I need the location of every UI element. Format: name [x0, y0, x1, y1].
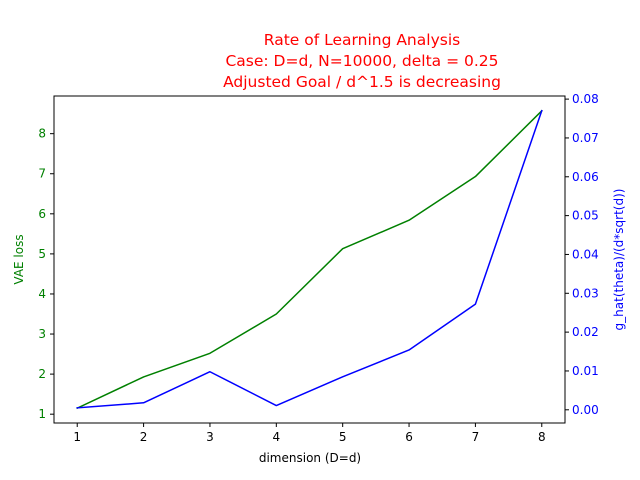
series-line-right-axis — [76, 109, 543, 409]
y-left-tick-label: 7 — [38, 167, 46, 181]
y-left-tick-label: 3 — [38, 327, 46, 341]
y-right-tick-label: 0.06 — [572, 170, 599, 184]
y-right-tick-label: 0.00 — [572, 403, 599, 417]
y-left-tick-label: 6 — [38, 207, 46, 221]
plot-area-frame — [53, 95, 566, 424]
x-tick-label: 4 — [272, 430, 280, 444]
y-left-tick-label: 5 — [38, 247, 46, 261]
x-tick-label: 2 — [140, 430, 148, 444]
y-right-tick-label: 0.01 — [572, 364, 599, 378]
y-axis-right: 0.00 0.01 0.02 0.03 0.04 0.05 0.06 0.07 0.08 — [565, 92, 599, 417]
x-tick-label: 5 — [339, 430, 347, 444]
series-lines — [76, 109, 543, 410]
x-axis-label: dimension (D=d) — [259, 451, 361, 465]
chart-title-line-1: Rate of Learning Analysis — [264, 31, 460, 49]
y-right-tick-label: 0.08 — [572, 92, 599, 106]
x-axis: 1 2 3 4 5 6 7 8 — [73, 423, 546, 444]
y-right-tick-label: 0.02 — [572, 325, 599, 339]
x-tick-label: 1 — [73, 430, 81, 444]
chart-title-line-3: Adjusted Goal / d^1.5 is decreasing — [223, 73, 501, 91]
y-axis-left-label: VAE loss — [12, 234, 26, 284]
y-left-tick-label: 1 — [38, 407, 46, 421]
series-line-left-axis — [76, 109, 543, 410]
x-tick-label: 6 — [405, 430, 413, 444]
y-right-tick-label: 0.07 — [572, 131, 599, 145]
x-tick-label: 8 — [538, 430, 546, 444]
chart-title: Rate of Learning Analysis Case: D=d, N=1… — [223, 31, 501, 91]
y-axis-right-label: g_hat(theta)/(d*sqrt(d)) — [612, 189, 626, 331]
x-tick-label: 3 — [206, 430, 214, 444]
y-right-tick-label: 0.04 — [572, 247, 599, 261]
y-left-tick-label: 2 — [38, 367, 46, 381]
y-right-tick-label: 0.03 — [572, 286, 599, 300]
y-axis-left: 1 2 3 4 5 6 7 8 — [38, 127, 54, 421]
y-left-tick-label: 4 — [38, 287, 46, 301]
chart-title-line-2: Case: D=d, N=10000, delta = 0.25 — [225, 52, 498, 70]
y-right-tick-label: 0.05 — [572, 209, 599, 223]
x-tick-label: 7 — [472, 430, 480, 444]
y-left-tick-label: 8 — [38, 127, 46, 141]
